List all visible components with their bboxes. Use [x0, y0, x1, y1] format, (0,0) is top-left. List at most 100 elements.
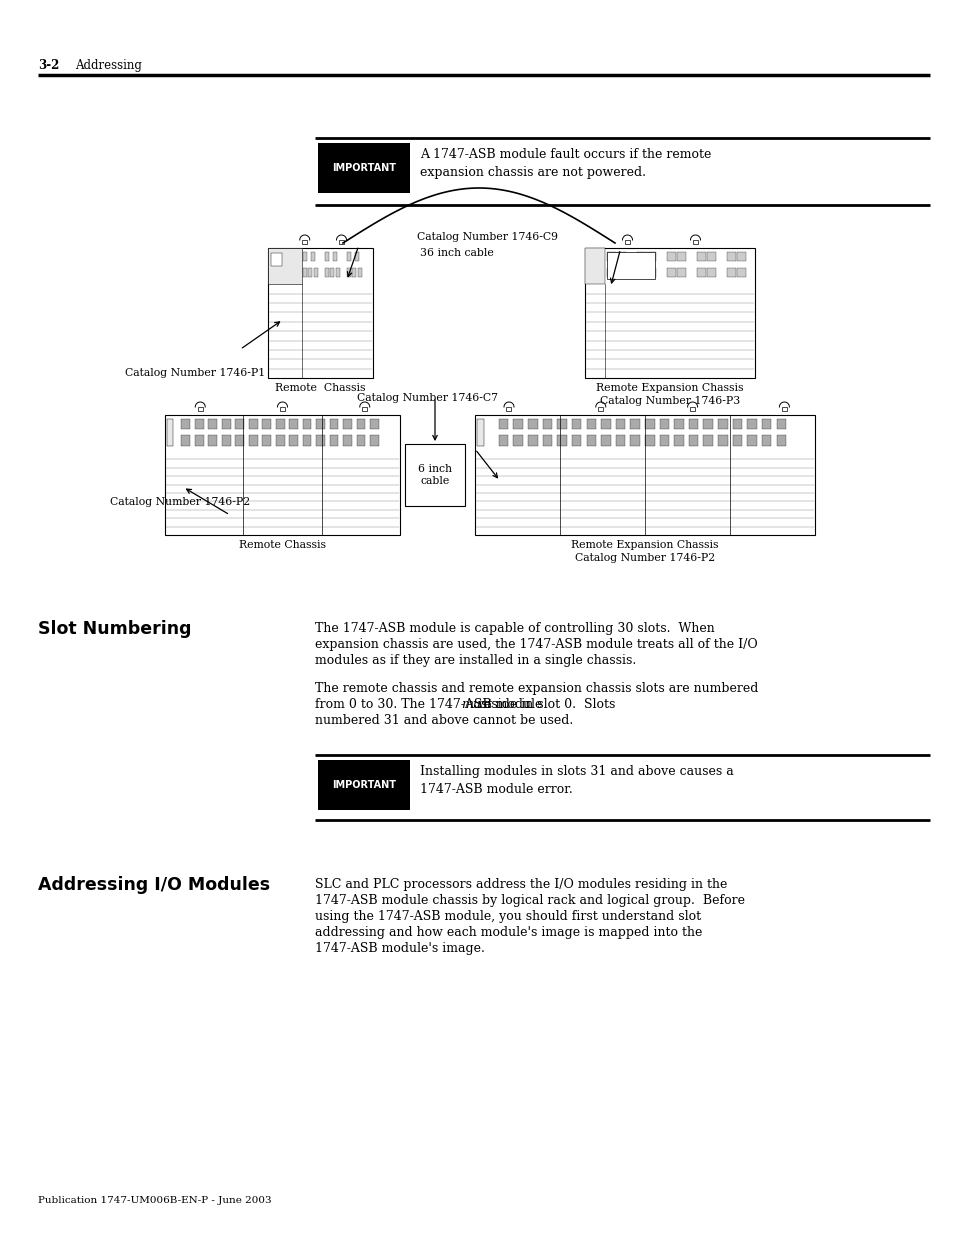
Text: 1747-ASB module chassis by logical rack and logical group.  Before: 1747-ASB module chassis by logical rack … [314, 894, 744, 906]
Bar [167, 419, 172, 446]
Bar [302, 268, 306, 277]
Text: Catalog Number 1746-P3: Catalog Number 1746-P3 [599, 396, 740, 406]
Bar [356, 435, 365, 446]
Text: numbered 31 and above cannot be used.: numbered 31 and above cannot be used. [314, 714, 573, 727]
Bar [311, 252, 314, 261]
Bar [726, 268, 735, 277]
Bar [706, 268, 715, 277]
Bar [584, 248, 754, 378]
Bar [315, 435, 325, 446]
Text: using the 1747-ASB module, you should first understand slot: using the 1747-ASB module, you should fi… [314, 910, 700, 923]
Bar [302, 240, 307, 245]
Bar [271, 253, 281, 267]
Bar [302, 435, 311, 446]
Bar [513, 435, 522, 446]
Bar [732, 419, 741, 430]
Bar [181, 435, 190, 446]
Text: reside in slot 0.  Slots: reside in slot 0. Slots [474, 698, 615, 711]
Text: 3-2: 3-2 [38, 59, 59, 72]
Bar [208, 419, 217, 430]
Bar [666, 268, 675, 277]
Bar [356, 419, 365, 430]
Text: Installing modules in slots 31 and above causes a: Installing modules in slots 31 and above… [419, 764, 733, 778]
Bar [615, 435, 624, 446]
Bar [781, 408, 786, 411]
Bar [732, 435, 741, 446]
Bar [688, 435, 698, 446]
Bar [370, 435, 378, 446]
Bar [586, 419, 596, 430]
Bar [308, 268, 312, 277]
Text: expansion chassis are used, the 1747-ASB module treats all of the I/O: expansion chassis are used, the 1747-ASB… [314, 638, 757, 651]
Bar [268, 248, 301, 284]
Bar [262, 435, 271, 446]
Text: Remote Chassis: Remote Chassis [239, 540, 326, 550]
Text: Addressing I/O Modules: Addressing I/O Modules [38, 876, 270, 894]
Text: The remote chassis and remote expansion chassis slots are numbered: The remote chassis and remote expansion … [314, 682, 758, 695]
Bar [330, 435, 338, 446]
Bar [262, 419, 271, 430]
Bar [776, 435, 785, 446]
Bar [235, 419, 244, 430]
Text: Catalog Number 1746-P2: Catalog Number 1746-P2 [110, 496, 250, 508]
Bar [746, 419, 756, 430]
Text: SLC and PLC processors address the I/O modules residing in the: SLC and PLC processors address the I/O m… [314, 878, 726, 890]
Bar [702, 419, 712, 430]
Bar [646, 268, 656, 277]
Bar [677, 252, 685, 261]
Bar [674, 419, 683, 430]
Bar [506, 408, 511, 411]
Bar [222, 419, 231, 430]
Bar [302, 419, 311, 430]
Bar [615, 419, 624, 430]
Bar [600, 419, 610, 430]
Text: Slot Numbering: Slot Numbering [38, 620, 192, 638]
Bar [736, 252, 745, 261]
Text: Catalog Number 1746-C7: Catalog Number 1746-C7 [357, 393, 498, 403]
Bar [324, 252, 329, 261]
Bar [644, 419, 654, 430]
Bar [659, 435, 668, 446]
Bar [606, 268, 616, 277]
Bar [338, 240, 344, 245]
Text: Remote Expansion Chassis: Remote Expansion Chassis [596, 383, 743, 393]
Bar [761, 419, 771, 430]
Bar [513, 419, 522, 430]
Bar [405, 445, 464, 506]
Bar [528, 435, 537, 446]
Bar [355, 252, 358, 261]
Bar [370, 419, 378, 430]
Bar [317, 760, 410, 810]
Bar [343, 419, 352, 430]
Bar [696, 252, 705, 261]
Bar [317, 143, 410, 193]
Bar [736, 268, 745, 277]
Text: Remote  Chassis: Remote Chassis [275, 383, 365, 393]
Bar [542, 419, 552, 430]
Bar [557, 419, 566, 430]
Bar [222, 435, 231, 446]
Text: Remote Expansion Chassis: Remote Expansion Chassis [571, 540, 718, 550]
Bar [557, 435, 566, 446]
Bar [696, 268, 705, 277]
Text: Catalog Number 1746-C9: Catalog Number 1746-C9 [416, 232, 558, 242]
Bar [194, 419, 204, 430]
Bar [674, 435, 683, 446]
Bar [330, 268, 335, 277]
Bar [706, 252, 715, 261]
Text: 36 inch cable: 36 inch cable [419, 248, 494, 258]
Bar [315, 419, 325, 430]
Bar [646, 252, 656, 261]
Bar [476, 419, 483, 446]
Text: cable: cable [420, 475, 449, 487]
Bar [362, 408, 367, 411]
Bar [249, 419, 257, 430]
Bar [314, 268, 317, 277]
Bar [194, 435, 204, 446]
Bar [280, 408, 285, 411]
Bar [584, 248, 605, 284]
Bar [600, 435, 610, 446]
Text: Catalog Number 1746-P1: Catalog Number 1746-P1 [125, 368, 265, 378]
Bar [275, 419, 284, 430]
Bar [208, 435, 217, 446]
